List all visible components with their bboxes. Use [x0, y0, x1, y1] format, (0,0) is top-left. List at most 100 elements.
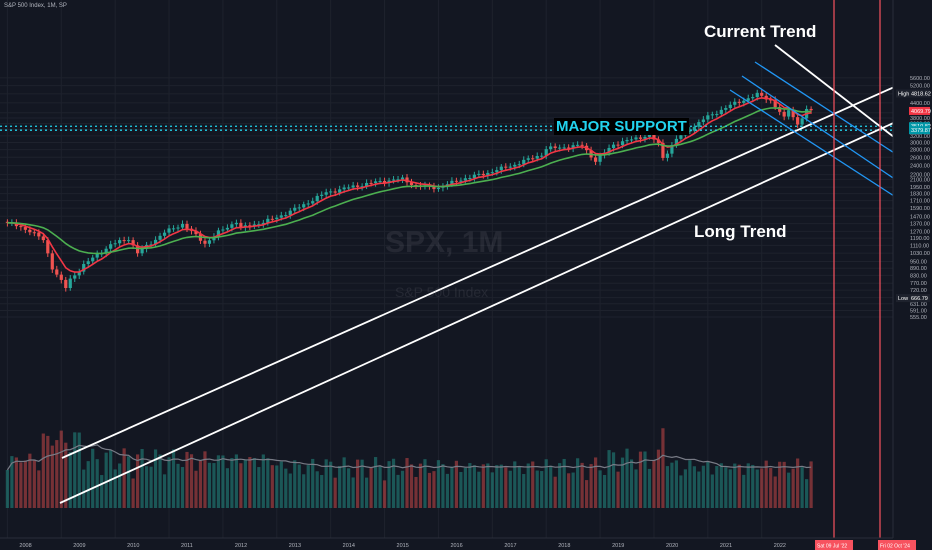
candle	[279, 215, 283, 218]
volume-bar	[225, 468, 230, 508]
candle	[23, 227, 27, 230]
candle	[162, 232, 167, 236]
volume-bar	[593, 457, 598, 508]
volume-bar	[185, 451, 189, 508]
volume-bar	[68, 452, 72, 508]
volume-bar	[562, 458, 566, 508]
volume-bar	[118, 463, 122, 508]
candle	[580, 144, 584, 146]
volume-bar	[46, 435, 50, 508]
volume-bar	[715, 466, 719, 508]
year-tick-label: 2010	[127, 543, 139, 549]
price-tick-label: 591.00	[910, 309, 927, 315]
volume-bar	[665, 466, 670, 508]
volume-bar	[679, 475, 683, 508]
candle	[32, 232, 36, 234]
year-tick-label: 2022	[774, 543, 786, 549]
candle	[715, 114, 719, 116]
candle	[531, 158, 535, 160]
candle	[207, 240, 212, 244]
high-value-tag: 4818.62	[911, 91, 931, 97]
future-date-tag: Fri 02 Oct '24	[880, 544, 910, 550]
candle	[593, 157, 598, 162]
candle	[171, 228, 176, 230]
candle	[248, 225, 252, 227]
price-tick-label: 555.00	[910, 315, 927, 321]
support2-tag-bg	[909, 126, 930, 135]
volume-bar	[73, 432, 77, 508]
watermark-name: S&P 500 Index	[395, 284, 489, 300]
candle	[634, 137, 638, 140]
candle	[549, 146, 553, 150]
volume-bar	[131, 478, 135, 508]
year-tick-label: 2011	[181, 543, 193, 549]
volume-bar	[37, 470, 41, 508]
volume-bar	[288, 473, 292, 508]
volume-bar	[55, 440, 59, 508]
candle	[118, 240, 122, 244]
volume-bar	[293, 460, 297, 508]
moving-averages	[7, 97, 812, 273]
volume-bar	[176, 463, 180, 508]
candle	[643, 136, 647, 139]
volume-bar	[369, 468, 373, 508]
volume-bar	[382, 480, 387, 508]
candle	[315, 195, 319, 202]
volume-bar	[526, 463, 530, 508]
volume-bar	[724, 467, 728, 508]
candle	[791, 110, 795, 118]
candle	[91, 257, 95, 262]
price-tick-label: 1470.00	[910, 214, 930, 220]
volume-bar	[320, 475, 324, 508]
year-tick-label: 2017	[504, 543, 516, 549]
candle	[522, 159, 526, 165]
candle	[472, 174, 476, 179]
candle	[706, 115, 710, 120]
price-tick-label: 1270.00	[910, 229, 930, 235]
candle	[297, 207, 301, 209]
candle	[665, 153, 670, 158]
candle	[652, 133, 656, 140]
candle	[266, 218, 270, 223]
candle	[95, 253, 99, 258]
price-tick-label: 3200.00	[910, 134, 930, 140]
candle	[239, 222, 243, 228]
volume-bar	[553, 476, 557, 508]
candle	[127, 240, 131, 242]
candle	[490, 172, 494, 174]
price-tick-label: 1830.00	[910, 192, 930, 198]
candle	[746, 98, 750, 101]
volume-bar	[531, 461, 535, 508]
volume-bar	[324, 459, 328, 508]
volume-bar	[800, 467, 804, 508]
volume-bar	[338, 466, 342, 508]
candle	[275, 217, 279, 220]
volume-bar	[59, 430, 63, 508]
price-tick-label: 1590.00	[910, 206, 930, 212]
candle	[338, 189, 342, 193]
candle	[400, 177, 405, 180]
current-trend-label: Current Trend	[704, 22, 817, 41]
volume-bar	[171, 449, 176, 508]
last-price-tag-bg	[909, 106, 930, 115]
volume-bar	[400, 470, 405, 508]
year-tick-label: 2020	[666, 543, 678, 549]
time-axis[interactable]: 2008 2009 2010 2011 2012 2013 2014 2015 2016 2017…	[0, 537, 932, 550]
volume-bar	[248, 457, 252, 508]
candle	[216, 230, 221, 237]
volume-bar	[189, 454, 194, 508]
volume-bar	[100, 475, 104, 508]
candle	[468, 178, 472, 180]
support2-tag: 3379.87	[911, 128, 931, 134]
candle	[674, 138, 679, 145]
price-tick-label: 2400.00	[910, 164, 930, 170]
volume-bar	[737, 464, 741, 508]
volume-bar	[638, 451, 643, 508]
volume-bar	[396, 474, 400, 508]
price-axis[interactable]: 5600.005200.004800.004400.004000.003800.…	[892, 0, 932, 550]
candle	[324, 192, 328, 195]
candle	[153, 239, 158, 245]
volume-bar	[504, 467, 508, 508]
candle	[544, 149, 548, 156]
